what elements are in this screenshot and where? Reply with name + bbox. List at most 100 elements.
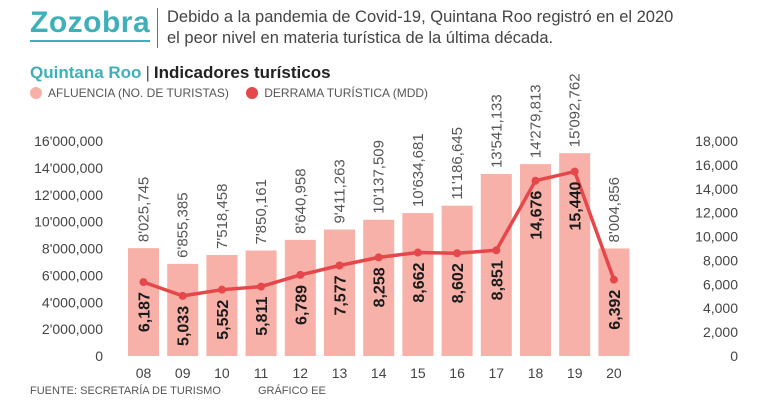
line-value-label: 8,258 xyxy=(372,267,389,307)
y-right-tick-label: 2,000 xyxy=(703,324,738,340)
legend-item-bars: AFLUENCIA (NO. DE TURISTAS) xyxy=(30,86,229,100)
y-right-tick-label: 0 xyxy=(730,348,738,364)
bar xyxy=(245,250,277,356)
line-point xyxy=(609,275,618,284)
bar-value-label: 8'640,958 xyxy=(292,168,309,233)
line-point xyxy=(178,291,187,300)
y-right-tick-label: 16,000 xyxy=(695,157,738,173)
bar xyxy=(402,213,434,356)
line-value-label: 8,662 xyxy=(411,262,428,302)
bar-value-label: 8'004,856 xyxy=(606,177,623,242)
chart-region: Quintana Roo xyxy=(30,63,142,82)
x-tick-label: 12 xyxy=(293,365,309,381)
subtitle-line-1: Debido a la pandemia de Covid-19, Quinta… xyxy=(167,8,674,26)
line-point xyxy=(453,249,462,258)
y-left-tick-label: 16'000,000 xyxy=(34,133,103,149)
y-left-tick-label: 2'000,000 xyxy=(42,321,103,337)
x-tick-label: 13 xyxy=(332,365,348,381)
legend-line-swatch xyxy=(246,87,259,99)
y-right-tick-label: 10,000 xyxy=(695,229,738,245)
x-tick-label: 18 xyxy=(528,365,544,381)
line-value-label: 8,602 xyxy=(450,263,467,303)
subtitle: Debido a la pandemia de Covid-19, Quinta… xyxy=(167,7,727,49)
x-tick-label: 20 xyxy=(606,365,622,381)
y-left-tick-label: 12'000,000 xyxy=(34,187,103,203)
line-value-label: 6,392 xyxy=(607,290,624,330)
line-value-label: 14,676 xyxy=(529,191,546,240)
y-right-tick-label: 6,000 xyxy=(703,276,738,292)
line-point xyxy=(217,285,226,294)
bar xyxy=(284,239,316,356)
bar xyxy=(206,254,238,356)
bar xyxy=(128,248,159,356)
legend-line-label: DERRAMA TURÍSTICA (MDD) xyxy=(264,86,429,100)
line-point xyxy=(413,248,422,257)
bar-value-label: 10'137,509 xyxy=(371,140,388,214)
chart-title: Quintana Roo | Indicadores turísticos xyxy=(30,63,331,83)
y-left-tick-label: 10'000,000 xyxy=(34,214,103,230)
y-right-tick-label: 4,000 xyxy=(703,300,738,316)
source-text: FUENTE: SECRETARÍA DE TURISMO xyxy=(30,385,221,397)
x-tick-label: 16 xyxy=(449,365,465,381)
line-value-label: 6,187 xyxy=(137,292,154,332)
bar-value-label: 15'092,762 xyxy=(567,73,584,147)
y-left-tick-label: 4'000,000 xyxy=(42,294,103,310)
subtitle-line-2: el peor nivel en materia turística de la… xyxy=(167,29,554,47)
y-left-tick-label: 0 xyxy=(95,348,103,364)
line-point xyxy=(570,167,579,176)
bar xyxy=(559,153,591,356)
bar-value-label: 7'850,161 xyxy=(253,179,270,244)
bar-value-label: 14'279,813 xyxy=(528,84,545,158)
bar-value-label: 13'541,133 xyxy=(488,94,505,168)
line-point xyxy=(531,176,540,185)
bar-value-label: 6'855,385 xyxy=(175,192,192,257)
bar-value-label: 7'518,458 xyxy=(214,184,231,249)
y-right-tick-label: 8,000 xyxy=(703,252,738,268)
y-right-tick-label: 12,000 xyxy=(695,205,738,221)
bar-value-label: 8'025,745 xyxy=(136,177,153,242)
section-title: Zozobra xyxy=(30,6,151,42)
x-tick-label: 15 xyxy=(410,365,426,381)
x-tick-label: 10 xyxy=(214,365,230,381)
x-tick-label: 17 xyxy=(489,365,505,381)
line-point xyxy=(374,253,383,262)
y-right-tick-label: 14,000 xyxy=(695,181,738,197)
bar xyxy=(363,219,395,356)
x-tick-label: 19 xyxy=(567,365,583,381)
line-value-label: 15,440 xyxy=(568,181,585,230)
bar xyxy=(324,229,355,356)
bar xyxy=(167,263,199,356)
x-tick-label: 11 xyxy=(254,365,269,381)
bar xyxy=(598,248,630,356)
chart-title-text: Indicadores turísticos xyxy=(153,63,331,82)
line-value-label: 8,851 xyxy=(489,260,506,300)
legend: AFLUENCIA (NO. DE TURISTAS) DERRAMA TURÍ… xyxy=(30,86,442,102)
line-point xyxy=(492,246,501,255)
bar-value-label: 9'411,263 xyxy=(332,159,349,223)
line-point xyxy=(296,270,305,279)
bar-value-label: 11'186,645 xyxy=(449,127,466,200)
chart-title-separator: | xyxy=(145,63,150,82)
line-value-label: 5,811 xyxy=(254,296,271,335)
legend-bars-label: AFLUENCIA (NO. DE TURISTAS) xyxy=(48,86,229,100)
x-tick-label: 09 xyxy=(175,365,191,381)
line-point xyxy=(139,278,148,287)
y-left-tick-label: 8'000,000 xyxy=(42,241,103,257)
bar xyxy=(441,205,473,356)
line-point xyxy=(335,261,344,270)
line-value-label: 7,577 xyxy=(333,275,350,315)
y-left-tick-label: 14'000,000 xyxy=(34,160,103,176)
legend-bar-swatch xyxy=(30,87,42,99)
legend-item-line: DERRAMA TURÍSTICA (MDD) xyxy=(246,86,428,100)
line-value-label: 6,789 xyxy=(293,285,310,325)
line-point xyxy=(257,282,266,291)
x-tick-label: 08 xyxy=(136,365,152,381)
y-left-tick-label: 6'000,000 xyxy=(42,267,103,283)
title-divider xyxy=(157,8,158,48)
source: FUENTE: SECRETARÍA DE TURISMO GRÁFICO EE xyxy=(30,385,360,397)
credit-text: GRÁFICO EE xyxy=(257,385,326,397)
bar-value-label: 10'634,681 xyxy=(410,133,427,207)
y-right-tick-label: 18,000 xyxy=(695,133,738,149)
x-tick-label: 14 xyxy=(371,365,387,381)
